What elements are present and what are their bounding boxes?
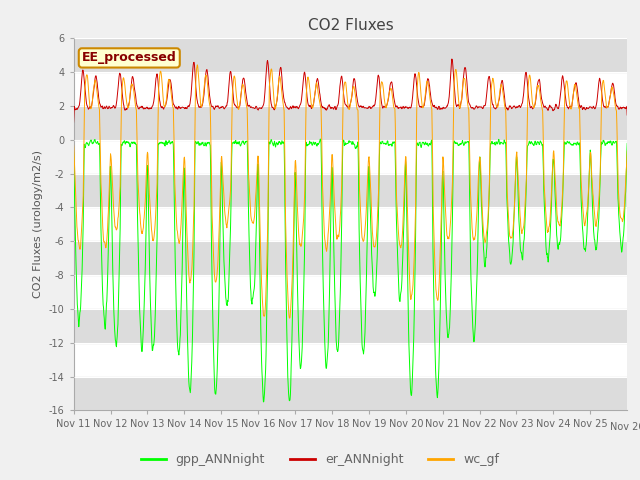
- Bar: [74, 106, 627, 140]
- Bar: [74, 241, 627, 275]
- Bar: [74, 174, 627, 207]
- Bar: [74, 38, 627, 72]
- Text: Nov 26: Nov 26: [610, 422, 640, 432]
- Bar: [74, 377, 627, 410]
- Title: CO2 Fluxes: CO2 Fluxes: [308, 18, 393, 33]
- Bar: [74, 309, 627, 343]
- Text: EE_processed: EE_processed: [82, 51, 177, 64]
- Y-axis label: CO2 Fluxes (urology/m2/s): CO2 Fluxes (urology/m2/s): [33, 150, 43, 299]
- Legend: gpp_ANNnight, er_ANNnight, wc_gf: gpp_ANNnight, er_ANNnight, wc_gf: [136, 448, 504, 471]
